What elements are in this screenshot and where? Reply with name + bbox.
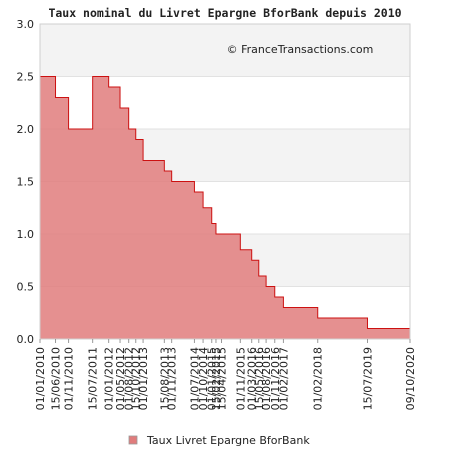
y-tick-label: 3.0 xyxy=(17,18,35,31)
x-tick-label: 15/07/2019 xyxy=(361,347,374,410)
chart-title: Taux nominal du Livret Epargne BforBank … xyxy=(48,6,401,20)
x-axis: 01/01/2010 15/06/2010 01/11/2010 15/07/2011… xyxy=(34,339,417,410)
legend[interactable]: Taux Livret Epargne BforBank xyxy=(128,434,310,447)
x-tick-label: 01/11/2016 xyxy=(269,347,282,410)
x-tick-label: 01/01/2013 xyxy=(137,347,150,410)
x-tick-label: 01/10/2014 xyxy=(197,347,210,410)
x-tick-label: 01/02/2017 xyxy=(277,347,290,410)
x-tick-label: 01/01/2012 xyxy=(103,347,116,410)
x-tick-label: 01/02/2018 xyxy=(312,347,325,410)
series-line xyxy=(40,76,410,329)
x-tick-label: 15/10/2012 xyxy=(130,347,143,410)
band xyxy=(40,24,410,77)
x-tick-label: 15/05/2016 xyxy=(253,347,266,410)
y-tick-label: 2.5 xyxy=(17,71,35,84)
watermark: © FranceTransactions.com xyxy=(227,43,374,56)
legend-label: Taux Livret Epargne BforBank xyxy=(146,434,310,447)
area-fill xyxy=(40,76,410,339)
x-tick-label: 01/11/2013 xyxy=(166,347,179,410)
x-tick-label: 09/10/2020 xyxy=(404,347,417,410)
x-tick-label: 01/11/2015 xyxy=(234,347,247,410)
x-tick-label: 15/04/2015 xyxy=(216,347,229,410)
x-tick-label: 01/01/2015 xyxy=(206,347,219,410)
y-tick-label: 0.5 xyxy=(17,281,35,294)
legend-swatch xyxy=(128,435,138,445)
x-tick-label: 15/07/2011 xyxy=(87,347,100,410)
y-tick-label: 1.0 xyxy=(17,228,35,241)
x-tick-label: 01/05/2012 xyxy=(114,347,127,410)
x-tick-label: 01/07/2014 xyxy=(188,347,201,410)
x-tick-label: 01/03/2016 xyxy=(246,347,259,410)
x-tick-label: 01/08/2016 xyxy=(260,347,273,410)
plot-frame xyxy=(39,23,411,340)
x-tick-label: 15/06/2010 xyxy=(50,347,63,410)
y-tick-label: 1.5 xyxy=(17,176,35,189)
x-tick-label: 01/01/2010 xyxy=(34,347,47,410)
x-tick-label: 01/11/2010 xyxy=(63,347,76,410)
x-tick-label: 15/02/2015 xyxy=(210,347,223,410)
series-area xyxy=(40,76,410,339)
y-tick-label: 2.0 xyxy=(17,123,35,136)
y-tick-label: 0.0 xyxy=(17,333,35,346)
x-tick-label: 01/08/2012 xyxy=(123,347,136,410)
x-tick-label: 15/08/2013 xyxy=(158,347,171,410)
y-axis: 0.0 0.5 1.0 1.5 2.0 2.5 3.0 xyxy=(17,18,35,346)
